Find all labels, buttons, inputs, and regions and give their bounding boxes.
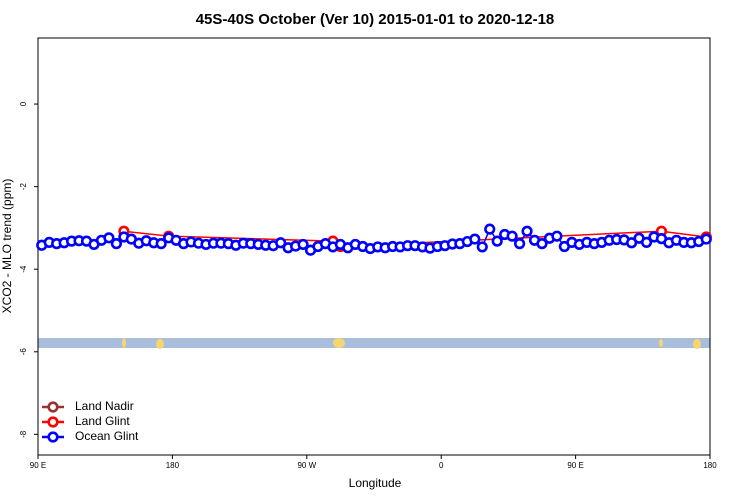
legend-label: Land Nadir bbox=[75, 399, 134, 413]
x-tick-label: 180 bbox=[703, 461, 717, 470]
data-point bbox=[469, 233, 481, 245]
legend-marker bbox=[47, 416, 59, 428]
legend-label: Ocean Glint bbox=[75, 429, 139, 443]
data-point bbox=[506, 230, 518, 242]
x-tick-label: 90 E bbox=[567, 461, 583, 470]
data-point bbox=[513, 238, 526, 250]
y-tick-label: -8 bbox=[19, 430, 28, 438]
data-point bbox=[275, 237, 287, 249]
surface-strip bbox=[38, 338, 710, 349]
data-point bbox=[155, 238, 167, 250]
data-point bbox=[551, 230, 563, 242]
y-tick-label: 0 bbox=[19, 101, 28, 106]
data-point bbox=[491, 235, 503, 247]
data-point bbox=[476, 241, 488, 253]
legend-label: Land Glint bbox=[75, 414, 130, 428]
data-point bbox=[521, 225, 533, 237]
data-point bbox=[700, 233, 712, 245]
legend-marker bbox=[47, 401, 59, 413]
x-axis-label: Longitude bbox=[349, 476, 402, 490]
data-point bbox=[640, 236, 653, 248]
x-tick-label: 0 bbox=[439, 461, 444, 470]
legend-marker bbox=[47, 431, 59, 443]
data-point bbox=[103, 232, 115, 244]
x-tick-label: 90 W bbox=[297, 461, 316, 470]
x-tick-label: 90 E bbox=[30, 461, 46, 470]
chart-title: 45S-40S October (Ver 10) 2015-01-01 to 2… bbox=[196, 11, 555, 28]
y-tick-label: -4 bbox=[19, 265, 28, 273]
data-point bbox=[536, 238, 548, 250]
y-tick-label: -6 bbox=[19, 348, 28, 356]
data-point bbox=[110, 238, 122, 250]
data-point bbox=[484, 223, 496, 235]
y-axis-label: XCO2 - MLO trend (ppm) bbox=[0, 179, 14, 314]
x-tick-label: 180 bbox=[166, 461, 180, 470]
data-point bbox=[297, 238, 309, 251]
y-tick-label: -2 bbox=[19, 183, 28, 191]
